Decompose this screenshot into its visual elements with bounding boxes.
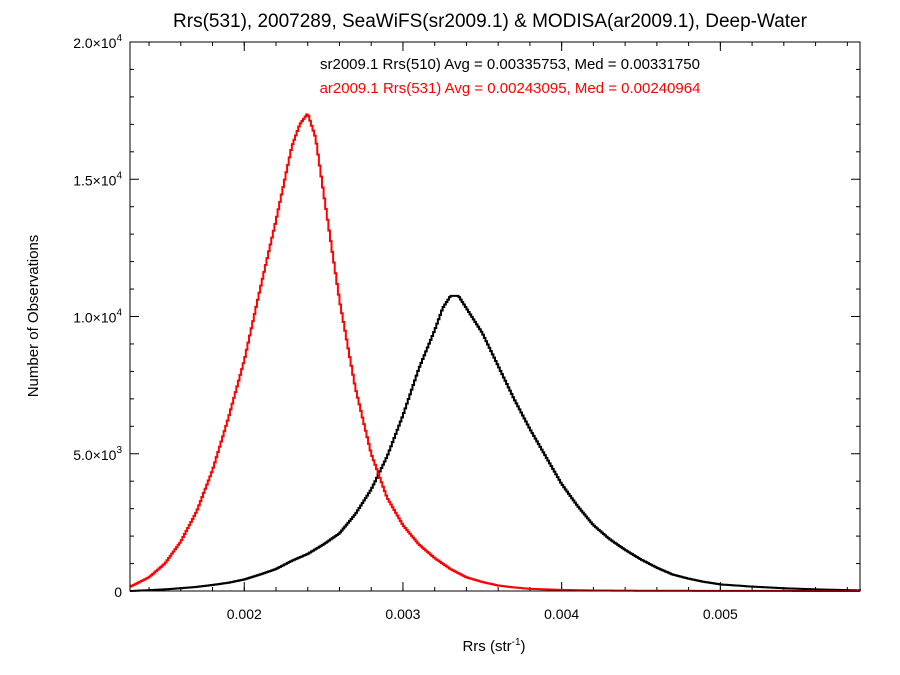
stats-annotation: ar2009.1 Rrs(531) Avg = 0.00243095, Med … <box>320 80 701 97</box>
y-tick-label: 1.5×104 <box>73 170 122 188</box>
stats-annotations: sr2009.1 Rrs(510) Avg = 0.00335753, Med … <box>320 56 701 97</box>
x-tick-label: 0.003 <box>385 606 420 622</box>
y-tick-label: 2.0×104 <box>73 33 122 51</box>
histogram-line-0 <box>130 294 861 592</box>
x-tick-label: 0.002 <box>227 606 262 622</box>
histogram-line-1 <box>130 113 860 592</box>
chart-title: Rrs(531), 2007289, SeaWiFS(sr2009.1) & M… <box>173 11 808 32</box>
y-axis-ticks: 0 5.0×103 1.0×104 1.5×104 2.0×104 <box>73 33 860 600</box>
histogram-series <box>130 113 861 592</box>
x-axis-ticks: 0.002 0.003 0.004 0.005 <box>148 42 848 622</box>
x-axis-label: Rrs (str-1) <box>462 637 525 655</box>
x-tick-label: 0.004 <box>544 606 579 622</box>
y-tick-label: 0 <box>114 584 122 600</box>
y-tick-label: 5.0×103 <box>73 445 122 463</box>
x-tick-label: 0.005 <box>703 606 738 622</box>
stats-annotation: sr2009.1 Rrs(510) Avg = 0.00335753, Med … <box>320 56 700 73</box>
y-axis-label: Number of Observations <box>25 235 42 398</box>
y-tick-label: 1.0×104 <box>73 308 122 326</box>
plot-frame <box>129 41 861 592</box>
